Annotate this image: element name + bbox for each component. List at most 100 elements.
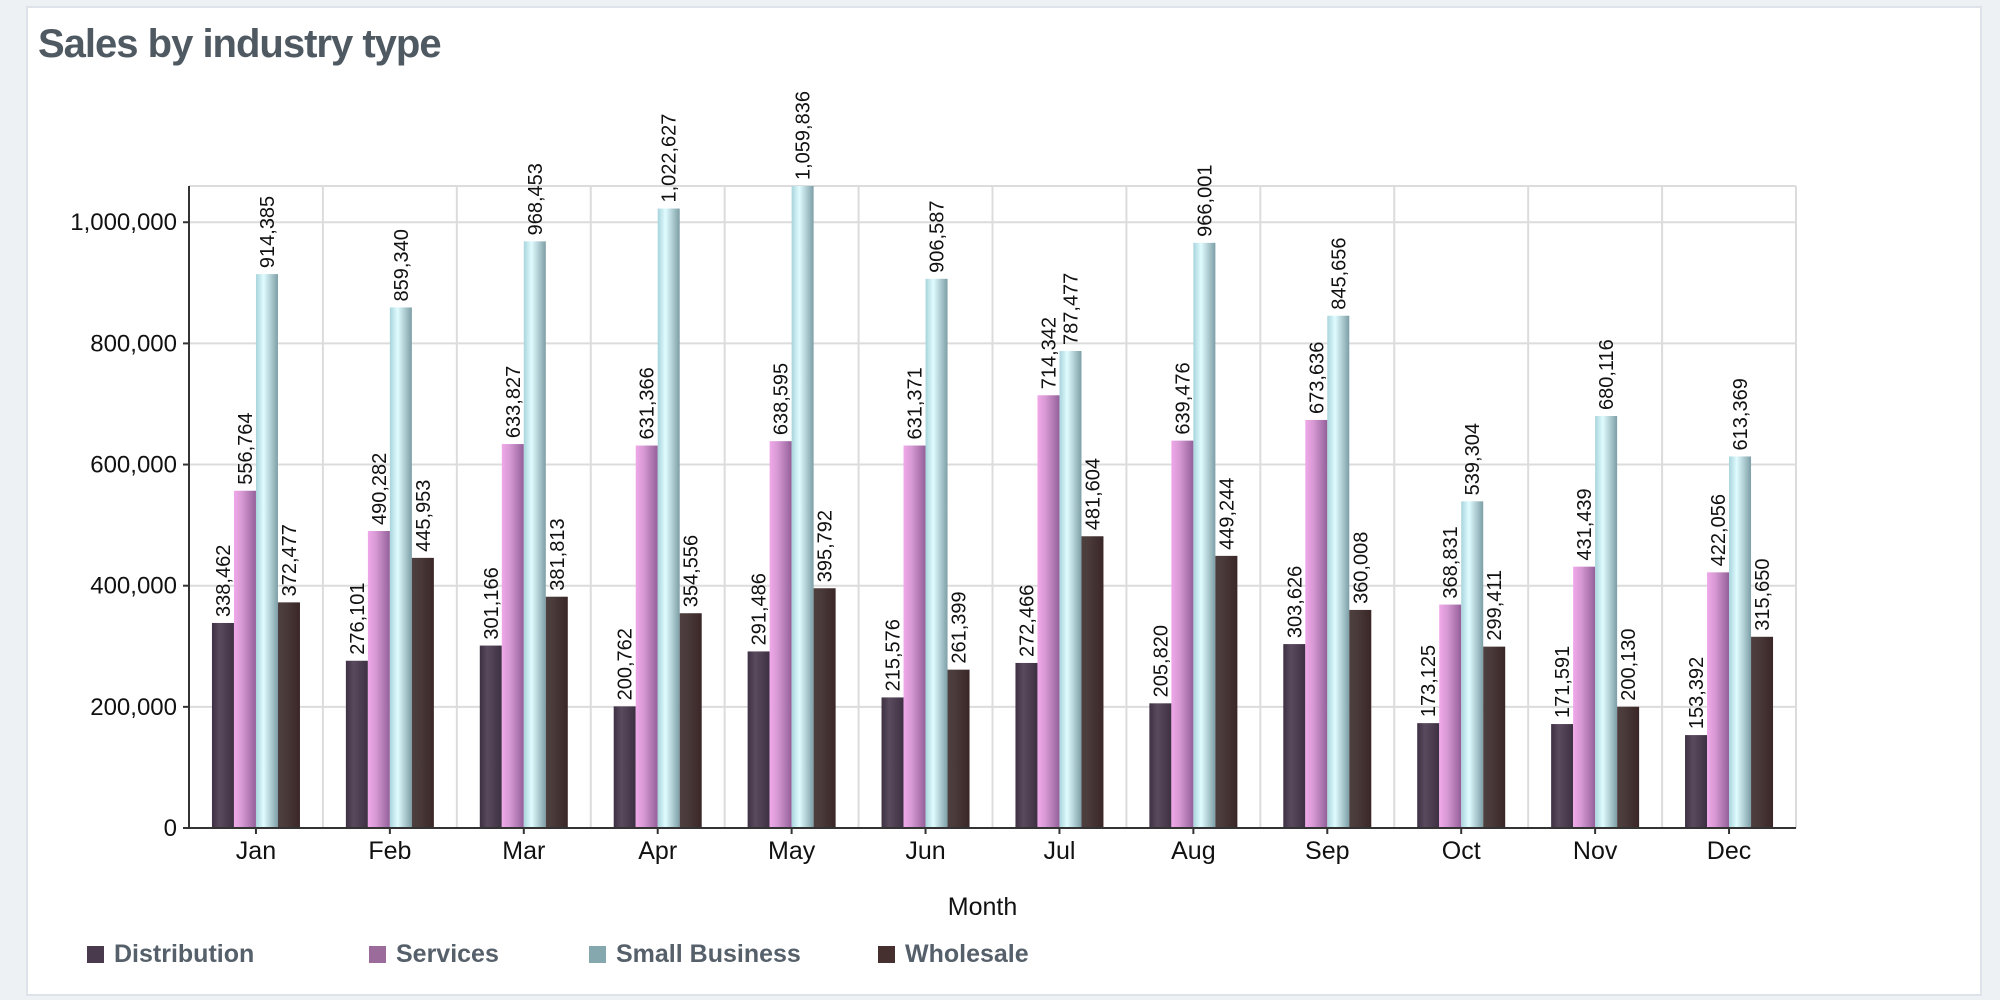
bar-small-business xyxy=(255,274,278,828)
bar-small-business xyxy=(1193,242,1216,828)
bar-services xyxy=(1037,395,1060,828)
data-label: 787,477 xyxy=(1060,273,1082,345)
bar-distribution xyxy=(1283,644,1306,828)
bar-small-business xyxy=(523,241,546,829)
data-label: 301,166 xyxy=(481,567,503,639)
data-label: 1,022,627 xyxy=(659,114,681,203)
legend-label: Services xyxy=(396,940,499,968)
x-tick-label: Sep xyxy=(1305,837,1349,865)
bar-small-business xyxy=(791,186,814,828)
data-label: 173,125 xyxy=(1418,645,1440,717)
data-label: 966,001 xyxy=(1194,165,1216,237)
data-label: 673,636 xyxy=(1306,342,1328,414)
data-label: 200,130 xyxy=(1618,628,1640,700)
bar-small-business xyxy=(657,208,680,829)
bar-wholesale xyxy=(1617,706,1640,828)
bar-services xyxy=(903,445,926,828)
data-label: 261,399 xyxy=(949,591,971,663)
x-axis-title: Month xyxy=(948,893,1017,921)
data-label: 613,369 xyxy=(1730,378,1752,450)
data-label: 906,587 xyxy=(927,201,949,273)
bar-small-business xyxy=(1327,315,1350,828)
data-label: 338,462 xyxy=(213,545,235,617)
bar-distribution xyxy=(613,706,636,828)
data-label: 481,604 xyxy=(1082,458,1104,530)
data-label: 631,366 xyxy=(637,367,659,439)
bar-wholesale xyxy=(277,602,300,828)
bar-services xyxy=(1305,419,1328,828)
bar-distribution xyxy=(479,645,502,828)
legend-label: Small Business xyxy=(616,940,801,968)
legend-item[interactable]: Services xyxy=(369,940,499,969)
data-label: 431,439 xyxy=(1574,488,1596,560)
legend-item[interactable]: Wholesale xyxy=(878,940,1029,969)
x-tick-label: Feb xyxy=(368,837,411,865)
bar-distribution xyxy=(747,651,770,828)
legend-swatch xyxy=(87,946,104,963)
bar-services xyxy=(367,531,390,828)
bar-small-business xyxy=(1461,501,1484,828)
data-label: 368,831 xyxy=(1440,526,1462,598)
bar-wholesale xyxy=(1483,646,1506,828)
bar-distribution xyxy=(345,660,368,828)
data-label: 680,116 xyxy=(1596,339,1618,410)
data-label: 272,466 xyxy=(1016,585,1038,657)
data-label: 303,626 xyxy=(1284,566,1306,638)
data-label: 153,392 xyxy=(1686,657,1708,729)
data-label: 638,595 xyxy=(771,363,793,435)
bar-wholesale xyxy=(1751,636,1774,828)
legend-swatch xyxy=(589,946,606,963)
data-label: 445,953 xyxy=(413,480,435,552)
legend-item[interactable]: Distribution xyxy=(87,940,254,969)
bar-distribution xyxy=(1149,703,1172,828)
bar-services xyxy=(769,441,792,828)
bar-small-business xyxy=(925,278,948,829)
bar-wholesale xyxy=(1081,536,1104,828)
data-label: 914,385 xyxy=(257,196,279,268)
data-label: 449,244 xyxy=(1216,478,1238,550)
data-label: 360,008 xyxy=(1350,532,1372,604)
data-label: 845,656 xyxy=(1328,237,1350,309)
bar-distribution xyxy=(211,622,234,828)
legend-label: Distribution xyxy=(114,940,255,968)
x-tick-label: Mar xyxy=(502,837,545,865)
data-label: 381,813 xyxy=(547,518,569,590)
bar-wholesale xyxy=(947,669,970,828)
data-label: 968,453 xyxy=(525,163,547,235)
data-label: 490,282 xyxy=(369,453,391,525)
data-label: 859,340 xyxy=(391,229,413,301)
y-tick-label: 0 xyxy=(164,815,177,842)
data-label: 395,792 xyxy=(815,510,837,582)
x-tick-label: Jul xyxy=(1043,837,1075,865)
y-tick-label: 600,000 xyxy=(90,452,177,479)
data-label: 354,556 xyxy=(681,535,703,607)
data-label: 291,486 xyxy=(749,573,771,645)
data-label: 276,101 xyxy=(347,582,369,654)
bar-small-business xyxy=(389,307,412,828)
data-label: 1,059,836 xyxy=(793,91,815,180)
y-tick-label: 1,000,000 xyxy=(70,209,177,236)
bar-small-business xyxy=(1595,416,1618,828)
legend-item[interactable]: Small Business xyxy=(589,940,801,969)
bar-services xyxy=(1171,440,1194,828)
bar-wholesale xyxy=(411,557,434,828)
chart-card xyxy=(26,6,1982,996)
data-label: 556,764 xyxy=(235,412,257,484)
y-tick-label: 400,000 xyxy=(90,573,177,600)
y-tick-label: 200,000 xyxy=(90,694,177,721)
bar-services xyxy=(1707,572,1730,828)
x-tick-label: Jan xyxy=(236,837,276,865)
bar-services xyxy=(635,445,658,828)
bar-distribution xyxy=(1551,724,1574,828)
bar-services xyxy=(501,444,524,828)
x-tick-label: Dec xyxy=(1707,837,1751,865)
bar-wholesale xyxy=(679,613,702,828)
data-label: 205,820 xyxy=(1150,625,1172,697)
bar-services xyxy=(1573,566,1596,828)
data-label: 631,371 xyxy=(905,367,927,439)
x-tick-label: May xyxy=(768,837,816,865)
bar-services xyxy=(233,490,256,828)
data-label: 315,650 xyxy=(1752,558,1774,630)
bar-wholesale xyxy=(1349,609,1372,828)
